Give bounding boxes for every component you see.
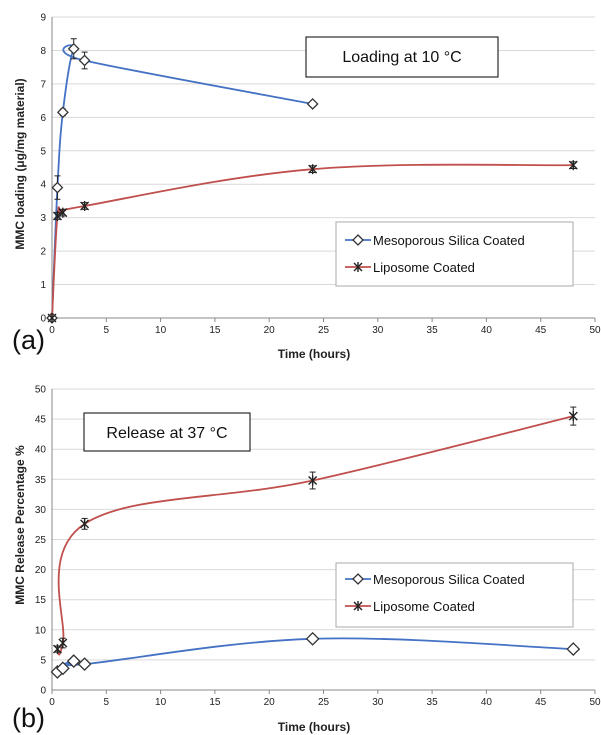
y-tick-label: 40 xyxy=(35,445,47,456)
legend-b: Mesoporous Silica Coated Liposome Coated xyxy=(335,562,574,628)
x-tick-label: 0 xyxy=(49,325,55,336)
data-point xyxy=(568,160,578,171)
annotation-text: Release at 37 °C xyxy=(106,425,227,442)
x-tick-label: 50 xyxy=(589,325,601,336)
data-point xyxy=(67,42,80,55)
legend-marker-silica xyxy=(345,234,371,246)
ticks-b: 0 5 10 15 20 25 30 35 40 45 50 0 5 10 15 20 25 30 35 40 45 50 xyxy=(35,385,601,709)
x-tick-label: 35 xyxy=(427,697,439,708)
y-tick-label: 15 xyxy=(35,595,47,606)
x-tick-label: 0 xyxy=(49,697,55,708)
x-tick-label: 35 xyxy=(427,325,439,336)
data-point xyxy=(77,657,92,672)
y-axis-title: MMC Release Percentage % xyxy=(13,445,27,605)
data-point xyxy=(305,631,320,646)
legend-label-silica: Mesoporous Silica Coated xyxy=(373,233,525,248)
legend-label-silica: Mesoporous Silica Coated xyxy=(373,572,525,587)
panel-label: (a) xyxy=(12,325,45,355)
data-point xyxy=(308,164,318,175)
y-tick-label: 50 xyxy=(35,385,47,396)
data-point xyxy=(306,98,319,110)
y-tick-label: 4 xyxy=(40,180,46,191)
y-tick-label: 0 xyxy=(40,314,46,325)
y-tick-label: 8 xyxy=(40,46,46,57)
y-axis-title: MMC loading (μg/mg material) xyxy=(13,78,27,249)
x-tick-label: 25 xyxy=(318,697,330,708)
y-tick-label: 35 xyxy=(35,475,47,486)
annotation-box: Release at 37 °C xyxy=(83,412,251,452)
data-point xyxy=(78,54,91,67)
x-tick-label: 40 xyxy=(481,325,493,336)
series-line xyxy=(56,637,574,673)
legend-label-liposome: Liposome Coated xyxy=(373,260,475,275)
y-tick-label: 1 xyxy=(40,280,46,291)
annotation-box: Loading at 10 °C xyxy=(305,36,499,78)
axes-b xyxy=(51,389,596,694)
y-tick-label: 5 xyxy=(40,655,46,666)
data-point xyxy=(66,654,81,669)
y-tick-label: 20 xyxy=(35,565,47,576)
data-point xyxy=(58,638,68,649)
y-tick-label: 7 xyxy=(40,79,46,90)
y-tick-label: 0 xyxy=(40,686,46,697)
series-b xyxy=(50,406,581,679)
data-point xyxy=(80,200,90,211)
x-tick-label: 15 xyxy=(209,325,221,336)
legend-marker-liposome xyxy=(345,262,371,272)
data-point xyxy=(58,207,68,218)
y-tick-label: 10 xyxy=(35,625,47,636)
data-point xyxy=(47,313,57,323)
x-axis-title: Time (hours) xyxy=(278,720,350,734)
annotation-text: Loading at 10 °C xyxy=(342,49,461,66)
data-point xyxy=(566,642,581,656)
x-tick-label: 15 xyxy=(209,697,221,708)
y-tick-label: 3 xyxy=(40,213,46,224)
legend-marker-liposome xyxy=(345,601,371,611)
legend-label-liposome: Liposome Coated xyxy=(373,599,475,614)
data-point xyxy=(308,475,318,486)
y-tick-label: 5 xyxy=(40,146,46,157)
legend-marker-silica xyxy=(345,573,371,585)
data-point xyxy=(568,411,578,422)
x-tick-label: 40 xyxy=(481,697,493,708)
data-point xyxy=(80,518,90,529)
y-tick-label: 30 xyxy=(35,505,47,516)
x-tick-label: 10 xyxy=(155,697,167,708)
y-tick-label: 6 xyxy=(40,113,46,124)
data-point xyxy=(52,210,62,221)
x-tick-label: 20 xyxy=(264,325,276,336)
legend-symbol xyxy=(353,262,363,272)
y-tick-label: 25 xyxy=(35,535,47,546)
x-tick-label: 5 xyxy=(104,697,110,708)
legend-symbol xyxy=(352,573,364,585)
chart-panel-b: 0 5 10 15 20 25 30 35 40 45 50 0 5 10 15 20 25 30 35 40 45 50… xyxy=(12,385,601,735)
x-tick-label: 5 xyxy=(104,325,110,336)
legend-symbol xyxy=(353,601,363,611)
data-point xyxy=(56,106,69,119)
panel-label: (b) xyxy=(12,703,45,733)
data-point xyxy=(55,661,70,676)
x-tick-label: 45 xyxy=(535,697,547,708)
x-tick-label: 30 xyxy=(372,697,384,708)
x-tick-label: 50 xyxy=(589,697,601,708)
x-axis-title: Time (hours) xyxy=(278,347,350,361)
series-a xyxy=(46,38,578,324)
series-line xyxy=(51,44,313,319)
y-tick-label: 9 xyxy=(40,13,46,24)
x-tick-label: 25 xyxy=(318,325,330,336)
y-tick-label: 45 xyxy=(35,415,47,426)
legend-a: Mesoporous Silica Coated Liposome Coated xyxy=(335,221,574,287)
x-tick-label: 45 xyxy=(535,325,547,336)
y-tick-label: 2 xyxy=(40,247,46,258)
x-tick-label: 20 xyxy=(264,697,276,708)
data-point xyxy=(51,181,64,194)
x-tick-label: 30 xyxy=(372,325,384,336)
axes-a xyxy=(51,17,596,322)
legend-symbol xyxy=(352,234,364,246)
x-tick-label: 10 xyxy=(155,325,167,336)
